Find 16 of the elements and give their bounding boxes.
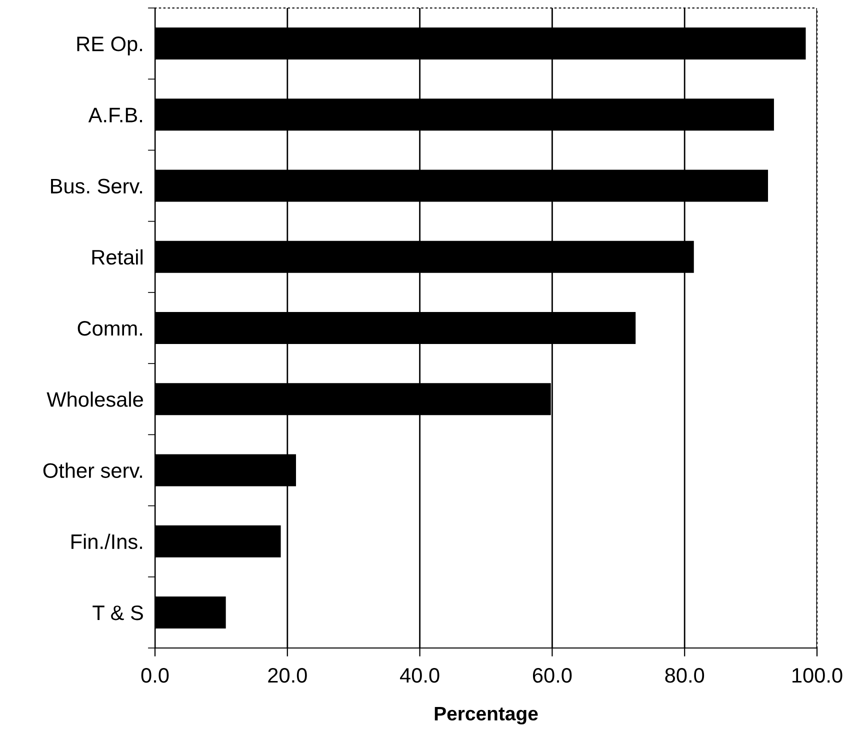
y-tick-label: A.F.B.	[88, 108, 142, 122]
y-tick-label: Retail	[92, 249, 142, 265]
y-tick-label: Bus. Serv.	[51, 178, 142, 194]
x-tick-label: 40.0	[400, 668, 440, 683]
y-tick-label: Other serv.	[43, 462, 142, 478]
x-tick-label: 100.0	[792, 668, 842, 683]
y-tick-label: Fin./Ins.	[72, 534, 142, 550]
y-tick-label: Comm.	[78, 321, 142, 336]
x-tick-label: 0.0	[141, 668, 169, 683]
y-tick-label: T & S	[92, 605, 143, 620]
y-tick-label: Wholesale	[46, 392, 143, 407]
y-tick-label: RE Op.	[77, 36, 142, 56]
x-axis-title: Percentage	[434, 706, 538, 724]
x-tick-label: 60.0	[532, 668, 572, 683]
x-tick-label: 80.0	[665, 668, 704, 683]
x-tick-label: 20.0	[268, 668, 307, 683]
